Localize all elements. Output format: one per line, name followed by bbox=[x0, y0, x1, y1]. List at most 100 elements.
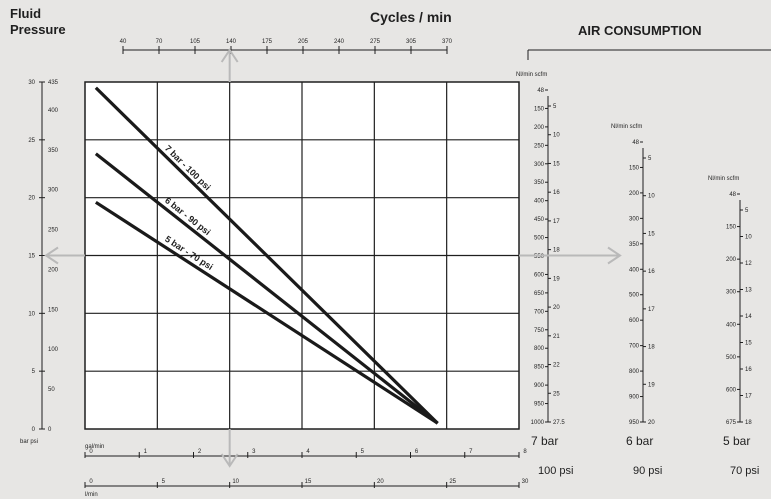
air-left-tick-label: 48 bbox=[537, 88, 544, 94]
arrow-up-head bbox=[220, 48, 239, 63]
psi-tick-label: 435 bbox=[48, 80, 59, 86]
cycles-tick-label: 370 bbox=[442, 39, 453, 45]
air-left-tick-label: 900 bbox=[629, 395, 640, 401]
air-right-tick-label: 16 bbox=[745, 367, 752, 373]
air-right-tick-label: 17 bbox=[648, 307, 655, 313]
air-left-tick-label: 700 bbox=[629, 344, 640, 350]
air-psi-label: 70 psi bbox=[730, 465, 759, 477]
air-left-tick-label: 150 bbox=[629, 165, 640, 171]
air-left-tick-label: 48 bbox=[729, 192, 736, 198]
guide-arrows bbox=[44, 48, 622, 468]
air-right-tick-label: 27.5 bbox=[553, 420, 565, 426]
air-left-tick-label: 350 bbox=[534, 180, 545, 186]
air-left-tick-label: 400 bbox=[629, 267, 640, 273]
air-left-tick-label: 1000 bbox=[531, 420, 545, 426]
gal-tick-label: 6 bbox=[415, 449, 419, 455]
bar-tick-label: 5 bbox=[32, 369, 36, 375]
air-left-tick-label: 200 bbox=[534, 125, 545, 131]
cycles-axis: 40 70 105 140 175 205 240 275 305 370 bbox=[120, 39, 453, 54]
air-right-tick-label: 15 bbox=[745, 341, 752, 347]
air-left-tick-label: 200 bbox=[726, 257, 737, 263]
gal-tick-label: 2 bbox=[198, 449, 202, 455]
gal-tick-label: 4 bbox=[306, 449, 310, 455]
air-right-tick-label: 5 bbox=[553, 104, 557, 110]
air-right-tick-label: 15 bbox=[553, 161, 560, 167]
air-right-tick-label: 17 bbox=[745, 394, 752, 400]
air-right-tick-label: 15 bbox=[648, 231, 655, 237]
psi-tick-label: 250 bbox=[48, 228, 59, 234]
bar-tick-label: 15 bbox=[28, 254, 35, 260]
air-right-tick-label: 16 bbox=[553, 190, 560, 196]
air-left-tick-label: 900 bbox=[534, 383, 545, 389]
pressure-axis: 051015202530050100150200250300350400435b… bbox=[20, 80, 59, 445]
psi-tick-label: 50 bbox=[48, 387, 55, 393]
gal-tick-label: 3 bbox=[252, 449, 256, 455]
air-left-tick-label: 300 bbox=[726, 290, 737, 296]
chart-title-pressure: Pressure bbox=[10, 22, 66, 37]
air-right-tick-label: 10 bbox=[648, 194, 655, 200]
air-left-tick-label: 500 bbox=[726, 355, 737, 361]
air-bar-label: 6 bar bbox=[626, 434, 653, 448]
air-left-tick-label: 675 bbox=[726, 420, 737, 426]
cycles-tick-label: 275 bbox=[370, 39, 381, 45]
lmin-tick-label: 15 bbox=[305, 479, 312, 485]
series-line bbox=[94, 152, 439, 425]
air-left-tick-label: 400 bbox=[534, 199, 545, 205]
gal-tick-label: 1 bbox=[144, 449, 148, 455]
air-right-tick-label: 18 bbox=[745, 420, 752, 426]
air-psi-label: 90 psi bbox=[633, 465, 662, 477]
lmin-axis-label: l/min bbox=[85, 492, 98, 498]
gal-tick-label: 5 bbox=[361, 449, 365, 455]
bar-tick-label: 25 bbox=[28, 138, 35, 144]
psi-tick-label: 100 bbox=[48, 347, 59, 353]
air-right-tick-label: 25 bbox=[553, 391, 560, 397]
air-left-tick-label: 800 bbox=[534, 346, 545, 352]
air-left-tick-label: 550 bbox=[534, 254, 545, 260]
air-right-tick-label: 22 bbox=[553, 363, 560, 369]
lmin-tick-label: 5 bbox=[162, 479, 166, 485]
gal-tick-label: 7 bbox=[469, 449, 473, 455]
air-left-tick-label: 600 bbox=[534, 272, 545, 278]
air-right-tick-label: 10 bbox=[553, 133, 560, 139]
cycles-tick-label: 140 bbox=[226, 39, 237, 45]
air-left-tick-label: 200 bbox=[629, 191, 640, 197]
cycles-tick-label: 40 bbox=[120, 39, 127, 45]
cycles-tick-label: 240 bbox=[334, 39, 345, 45]
chart-title-fluid: Fluid bbox=[10, 6, 41, 21]
cycles-tick-label: 205 bbox=[298, 39, 309, 45]
air-right-tick-label: 13 bbox=[745, 288, 752, 294]
psi-tick-label: 150 bbox=[48, 307, 59, 313]
bar-tick-label: 20 bbox=[28, 196, 35, 202]
air-left-tick-label: 350 bbox=[629, 242, 640, 248]
bar-tick-label: 0 bbox=[32, 427, 36, 433]
lmin-tick-label: 10 bbox=[232, 479, 239, 485]
bar-tick-label: 10 bbox=[28, 311, 35, 317]
air-bar-label: 5 bar bbox=[723, 434, 750, 448]
air-left-tick-label: 700 bbox=[534, 309, 545, 315]
psi-tick-label: 400 bbox=[48, 108, 59, 114]
air-right-tick-label: 16 bbox=[648, 269, 655, 275]
air-right-tick-label: 19 bbox=[648, 382, 655, 388]
air-bar-label: 7 bar bbox=[531, 434, 558, 448]
air-right-tick-label: 19 bbox=[553, 276, 560, 282]
air-right-tick-label: 5 bbox=[648, 156, 652, 162]
air-right-tick-label: 21 bbox=[553, 334, 560, 340]
air-right-tick-label: 18 bbox=[553, 248, 560, 254]
air-right-tick-label: 17 bbox=[553, 219, 560, 225]
air-left-tick-label: 48 bbox=[632, 140, 639, 146]
lmin-tick-label: 0 bbox=[89, 479, 93, 485]
air-right-tick-label: 10 bbox=[745, 235, 752, 241]
cycles-tick-label: 175 bbox=[262, 39, 273, 45]
air-left-tick-label: 300 bbox=[534, 162, 545, 168]
air-left-tick-label: 250 bbox=[534, 143, 545, 149]
air-scale-unit: Nl/min scfm bbox=[611, 124, 642, 130]
air-consumption-scales: Nl/min scfm48150200250300350400450500550… bbox=[516, 49, 771, 477]
air-right-tick-label: 12 bbox=[745, 261, 752, 267]
air-psi-label: 100 psi bbox=[538, 465, 573, 477]
bar-tick-label: 30 bbox=[28, 80, 35, 86]
air-left-tick-label: 150 bbox=[726, 225, 737, 231]
psi-tick-label: 0 bbox=[48, 427, 52, 433]
